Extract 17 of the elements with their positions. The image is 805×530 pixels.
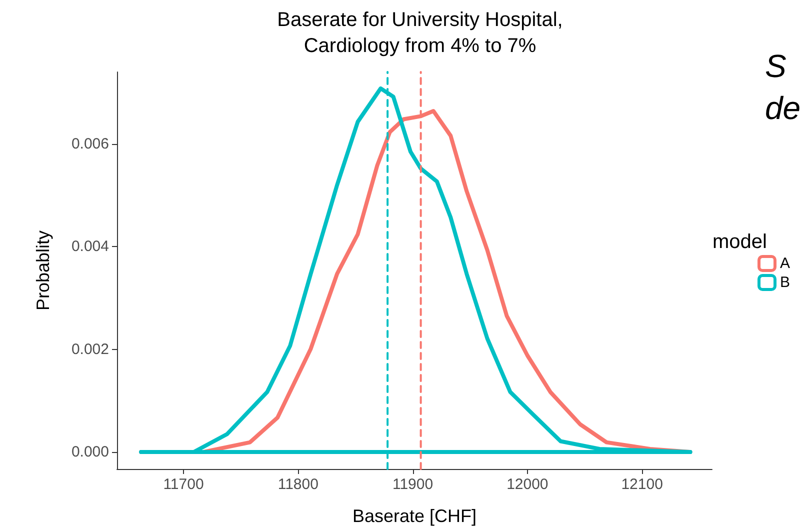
x-tick-label: 11800: [278, 476, 318, 493]
y-tick-label: 0.002: [71, 340, 109, 358]
text: S: [765, 48, 786, 84]
x-tick-label: 12000: [506, 476, 548, 493]
y-tick-label: 0.000: [71, 444, 109, 461]
x-tick-label: 12100: [621, 476, 663, 493]
legend-label: B: [780, 274, 790, 291]
legend-title: model: [712, 231, 768, 253]
chart-title: Baserate for University Hospital, Cardiology from 4% to 7%: [277, 9, 563, 57]
x-axis-title: Baserate [CHF]: [352, 506, 477, 526]
y-tick-label: 0.004: [71, 238, 109, 256]
legend-label: A: [780, 255, 790, 272]
x-tick-label: 11900: [392, 476, 434, 493]
y-tick-label: 0.006: [71, 135, 109, 152]
y-axis-title: Probablity: [33, 230, 53, 311]
x-tick-label: 11700: [163, 476, 204, 493]
text: de: [765, 90, 801, 126]
